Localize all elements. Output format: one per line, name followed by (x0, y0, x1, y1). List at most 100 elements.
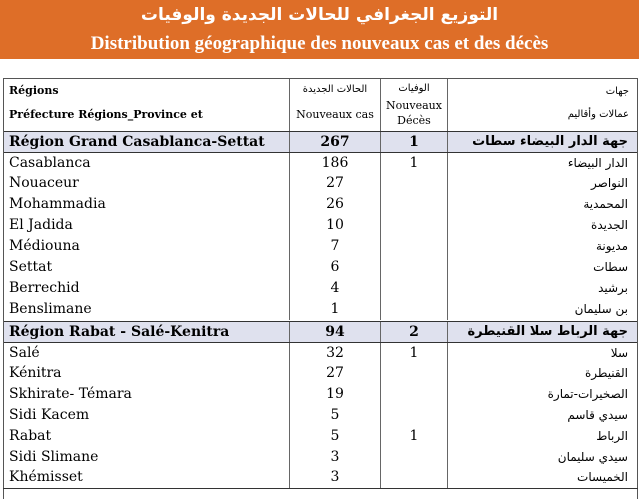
row-name-fr: Settat (4, 257, 290, 278)
region-row: Région Grand Casablanca-Settat 267 1 جهة ال… (4, 131, 637, 153)
table-bottom-border (3, 488, 638, 493)
row-new-cases: 32 (290, 343, 381, 364)
row-name-ar: مديونة (595, 239, 628, 253)
row-new-cases: 7 (290, 236, 381, 257)
distribution-table: Régions Préfecture Régions_Province et ا… (3, 78, 638, 499)
row-name-ar: بن سليمان (574, 302, 628, 316)
row-name-fr: Khémisset (4, 467, 290, 488)
row-name-ar: برشيد (598, 281, 628, 295)
row-new-cases: 267 (290, 132, 381, 152)
row-deaths (381, 215, 448, 236)
header-deaths: الوفيات Nouveaux Décès (381, 79, 448, 131)
title-french: Distribution géographique des nouveaux c… (90, 33, 549, 54)
table-header: Régions Préfecture Régions_Province et ا… (4, 79, 637, 132)
table-row: Berrechid 4 برشيد (4, 278, 637, 299)
row-new-cases: 10 (290, 215, 381, 236)
row-name-ar: سطات (593, 260, 628, 274)
row-new-cases: 27 (290, 363, 381, 384)
row-new-cases: 26 (290, 194, 381, 215)
row-deaths: 1 (381, 343, 448, 364)
table-row: Casablanca 186 1 الدار البيضاء (4, 153, 637, 174)
row-new-cases: 5 (290, 426, 381, 447)
table-row: Salé 32 1 سلا (4, 343, 637, 364)
row-deaths: 1 (381, 153, 448, 174)
row-name-ar: الرباط (596, 429, 628, 443)
row-deaths (381, 384, 448, 405)
row-deaths (381, 194, 448, 215)
row-name-fr: Région Grand Casablanca-Settat (4, 132, 290, 152)
row-deaths (381, 299, 448, 320)
header-deaths-fr-line2: Décès (397, 114, 431, 127)
row-new-cases: 19 (290, 384, 381, 405)
row-name-fr: Sidi Slimane (4, 447, 290, 468)
row-name-ar: سيدي قاسم (567, 408, 628, 422)
row-name-ar: القنيطرة (584, 366, 628, 380)
header-new-cases-ar: الحالات الجديدة (302, 84, 368, 95)
table-row: Benslimane 1 بن سليمان (4, 299, 637, 320)
header-regions-ar-line2: عمالات وأقاليم (567, 109, 629, 120)
row-name-ar: جهة الدار البيضاء سطات (472, 134, 628, 149)
row-new-cases: 4 (290, 278, 381, 299)
row-name-fr: Rabat (4, 426, 290, 447)
row-name-fr: Casablanca (4, 153, 290, 174)
row-name-ar: سيدي سليمان (557, 450, 628, 464)
row-new-cases: 3 (290, 447, 381, 468)
row-deaths: 1 (381, 132, 448, 152)
row-deaths (381, 257, 448, 278)
table-row: Sidi Kacem 5 سيدي قاسم (4, 405, 637, 426)
row-name-fr: Benslimane (4, 299, 290, 320)
row-new-cases: 6 (290, 257, 381, 278)
table-row: Nouaceur 27 النواصر (4, 173, 637, 194)
header-regions-fr-line1: Régions (9, 84, 59, 97)
header-deaths-ar: الوفيات (398, 83, 430, 94)
row-name-fr: El Jadida (4, 215, 290, 236)
row-new-cases: 5 (290, 405, 381, 426)
row-new-cases: 27 (290, 173, 381, 194)
header-regions-ar: جهات عمالات وأقاليم (448, 79, 637, 131)
table-row: El Jadida 10 الجديدة (4, 215, 637, 236)
row-deaths: 2 (381, 322, 448, 342)
row-name-fr: Kénitra (4, 363, 290, 384)
row-name-fr: Sidi Kacem (4, 405, 290, 426)
row-name-ar: الخميسات (577, 470, 628, 484)
title-banner: التوزيع الجغرافي للحالات الجديدة والوفيا… (0, 0, 639, 59)
row-deaths (381, 363, 448, 384)
row-deaths (381, 236, 448, 257)
region-row: Région Rabat - Salé-Kenitra 94 2 جهة الرباط… (4, 321, 637, 343)
row-name-ar: الصخيرات-تمارة (547, 387, 628, 401)
header-regions-ar-line1: جهات (605, 86, 629, 97)
row-name-fr: Nouaceur (4, 173, 290, 194)
row-deaths (381, 447, 448, 468)
row-name-ar: الجديدة (591, 218, 628, 232)
table-row: Rabat 5 1 الرباط (4, 426, 637, 447)
row-deaths (381, 467, 448, 488)
header-new-cases: الحالات الجديدة Nouveaux cas (290, 79, 381, 131)
row-deaths (381, 405, 448, 426)
row-new-cases: 3 (290, 467, 381, 488)
row-deaths: 1 (381, 426, 448, 447)
row-name-fr: Mohammadia (4, 194, 290, 215)
table-row: Mohammadia 26 المحمدية (4, 194, 637, 215)
header-new-cases-fr: Nouveaux cas (296, 108, 374, 121)
row-name-ar: المحمدية (583, 197, 628, 211)
row-new-cases: 1 (290, 299, 381, 320)
row-name-fr: Skhirate- Témara (4, 384, 290, 405)
row-new-cases: 186 (290, 153, 381, 174)
row-name-fr: Région Rabat - Salé-Kenitra (4, 322, 290, 342)
row-name-fr: Salé (4, 343, 290, 364)
table-row: Médiouna 7 مديونة (4, 236, 637, 257)
row-name-ar: النواصر (591, 176, 628, 190)
table-row: Kénitra 27 القنيطرة (4, 363, 637, 384)
table-row: Khémisset 3 الخميسات (4, 467, 637, 488)
header-regions-fr-line2: Préfecture Régions_Province et (9, 108, 203, 121)
row-name-ar: جهة الرباط سلا القنيطرة (467, 324, 629, 339)
row-new-cases: 94 (290, 322, 381, 342)
table-row: Settat 6 سطات (4, 257, 637, 278)
table-row: Sidi Slimane 3 سيدي سليمان (4, 447, 637, 468)
row-name-fr: Berrechid (4, 278, 290, 299)
row-name-ar: سلا (610, 346, 628, 360)
header-regions-fr: Régions Préfecture Régions_Province et (4, 79, 290, 131)
row-deaths (381, 278, 448, 299)
header-deaths-fr-line1: Nouveaux (386, 99, 442, 112)
table-row: Skhirate- Témara 19 الصخيرات-تمارة (4, 384, 637, 405)
